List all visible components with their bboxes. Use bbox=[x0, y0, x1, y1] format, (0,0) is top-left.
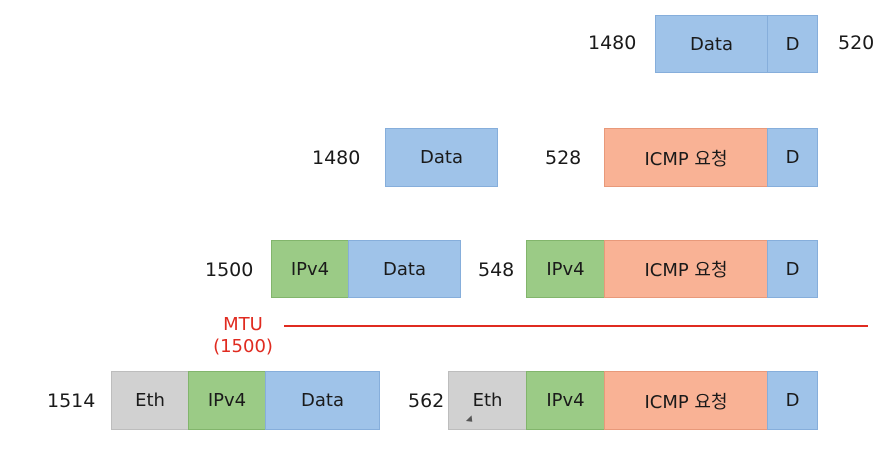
row4-right-size: 562 bbox=[408, 390, 445, 412]
row2-right-size: 528 bbox=[545, 147, 582, 169]
row4-eth-block: Eth bbox=[111, 371, 189, 430]
row1-d-block: D bbox=[767, 15, 818, 73]
row4-ipv4-block-right: IPv4 bbox=[526, 371, 605, 430]
row3-ipv4-block: IPv4 bbox=[271, 240, 349, 298]
row3-right-size: 548 bbox=[478, 259, 515, 281]
row4-data-block: Data bbox=[265, 371, 380, 430]
row4-left-size: 1514 bbox=[47, 390, 96, 412]
row3-icmp-block: ICMP 요청 bbox=[604, 240, 768, 298]
row1-data-block: Data bbox=[655, 15, 768, 73]
mtu-line bbox=[284, 325, 868, 327]
row1-left-size: 1480 bbox=[588, 32, 637, 54]
mtu-value: (1500) bbox=[213, 336, 273, 357]
row4-ipv4-block: IPv4 bbox=[188, 371, 266, 430]
row4-icmp-block: ICMP 요청 bbox=[604, 371, 768, 430]
row3-d-block: D bbox=[767, 240, 818, 298]
row2-data-block: Data bbox=[385, 128, 498, 187]
row3-data-block: Data bbox=[348, 240, 461, 298]
row4-eth-block-right: Eth bbox=[448, 371, 527, 430]
row2-d-block: D bbox=[767, 128, 818, 187]
mtu-title: MTU bbox=[223, 314, 263, 335]
row3-left-size: 1500 bbox=[205, 259, 254, 281]
row3-ipv4-block-right: IPv4 bbox=[526, 240, 605, 298]
row4-d-block: D bbox=[767, 371, 818, 430]
row2-icmp-block: ICMP 요청 bbox=[604, 128, 768, 187]
row2-left-size: 1480 bbox=[312, 147, 361, 169]
row1-right-size: 520 bbox=[838, 32, 875, 54]
mtu-label: MTU (1500) bbox=[203, 314, 283, 358]
